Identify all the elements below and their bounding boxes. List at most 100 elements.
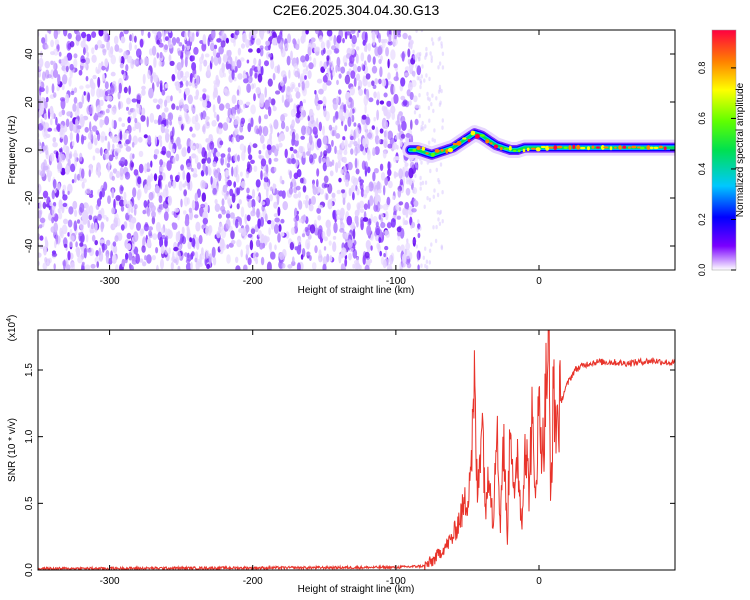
noise-speckle (321, 182, 327, 189)
noise-speckle (155, 221, 161, 233)
noise-speckle (183, 210, 187, 215)
noise-speckle (79, 85, 84, 90)
noise-speckle (266, 144, 272, 151)
noise-speckle (43, 113, 48, 120)
noise-speckle (75, 241, 78, 248)
noise-speckle (268, 53, 273, 58)
noise-speckle (57, 74, 61, 85)
noise-speckle (54, 39, 60, 46)
noise-speckle (318, 155, 322, 164)
noise-speckle (326, 227, 332, 237)
noise-speckle (141, 85, 146, 90)
noise-speckle (108, 161, 111, 167)
noise-speckle (207, 37, 210, 47)
noise-speckle (158, 98, 163, 105)
noise-speckle (131, 257, 136, 262)
noise-speckle (346, 215, 353, 226)
noise-speckle (82, 213, 88, 225)
noise-speckle (130, 207, 134, 214)
snr-y-ticks: 0.0 0.5 1.0 1.5 (24, 363, 675, 577)
noise-speckle (169, 120, 173, 126)
colorbar: 0.0 0.2 0.4 0.6 0.8 Normalized spectral ampl… (697, 29, 746, 276)
noise-speckle (289, 170, 292, 180)
noise-speckle (52, 142, 58, 148)
noise-speckle (336, 215, 339, 221)
noise-speckle (428, 197, 432, 202)
noise-speckle (170, 262, 174, 270)
noise-speckle (76, 219, 81, 224)
noise-speckle (376, 109, 379, 121)
noise-speckle (94, 222, 98, 233)
x-tick-label: -200 (243, 276, 263, 287)
noise-speckle (163, 128, 170, 134)
signal-peak (540, 145, 547, 149)
noise-speckle (431, 93, 434, 98)
noise-speckle (348, 252, 352, 261)
y-tick-label: 40 (24, 48, 35, 60)
noise-speckle (140, 30, 144, 36)
noise-speckle (380, 256, 385, 265)
noise-speckle (148, 226, 154, 231)
noise-speckle (152, 233, 158, 241)
noise-speckle (111, 175, 116, 181)
noise-speckle (294, 70, 300, 78)
noise-speckle (169, 174, 173, 180)
noise-speckle (172, 222, 178, 230)
noise-speckle (414, 173, 417, 178)
noise-speckle (43, 101, 48, 109)
noise-speckle (213, 82, 218, 94)
noise-speckle (319, 188, 324, 195)
noise-speckle (115, 264, 119, 270)
noise-speckle (335, 162, 339, 173)
noise-speckle (355, 53, 359, 64)
snr-y-multiplier-exp: 4 (6, 318, 13, 322)
noise-speckle (433, 188, 436, 193)
y-tick-label: -20 (24, 190, 35, 205)
noise-speckle (109, 46, 114, 55)
noise-speckle (77, 255, 83, 264)
svg-text:(x104): (x104) (6, 315, 18, 342)
noise-speckle (425, 46, 428, 52)
noise-speckle (297, 191, 302, 199)
noise-speckle (139, 58, 144, 65)
noise-speckle (407, 58, 411, 65)
noise-speckle (253, 165, 258, 172)
noise-speckle (393, 93, 399, 105)
noise-speckle (89, 106, 93, 115)
noise-speckle (393, 76, 399, 82)
noise-speckle (196, 162, 201, 170)
noise-speckle (178, 181, 183, 191)
noise-speckle (140, 114, 146, 122)
noise-speckle (162, 200, 169, 209)
noise-speckle (75, 118, 79, 127)
noise-speckle (149, 112, 155, 123)
noise-speckle (428, 118, 431, 123)
noise-speckle (169, 60, 175, 66)
noise-speckle (69, 241, 73, 248)
noise-speckle (38, 70, 41, 78)
noise-speckle (376, 99, 380, 106)
noise-speckle (219, 67, 225, 78)
noise-speckle (344, 31, 348, 40)
noise-speckle (167, 112, 174, 121)
noise-speckle (42, 201, 47, 209)
noise-speckle (438, 36, 442, 41)
noise-speckle (349, 86, 355, 96)
noise-speckle (286, 55, 291, 66)
noise-speckle (340, 263, 345, 270)
noise-speckle (217, 95, 221, 104)
noise-speckle (418, 105, 421, 110)
noise-speckle (336, 95, 339, 105)
noise-speckle (146, 207, 151, 217)
noise-speckle (260, 65, 264, 76)
noise-speckle (212, 104, 216, 113)
noise-speckle (434, 238, 438, 244)
noise-speckle (235, 218, 239, 229)
noise-speckle (441, 219, 444, 224)
noise-speckle (196, 240, 200, 250)
signal-peak (499, 147, 503, 151)
noise-speckle (291, 83, 295, 89)
noise-speckle (161, 89, 166, 96)
signal-peak (447, 147, 454, 153)
noise-speckle (211, 120, 217, 127)
